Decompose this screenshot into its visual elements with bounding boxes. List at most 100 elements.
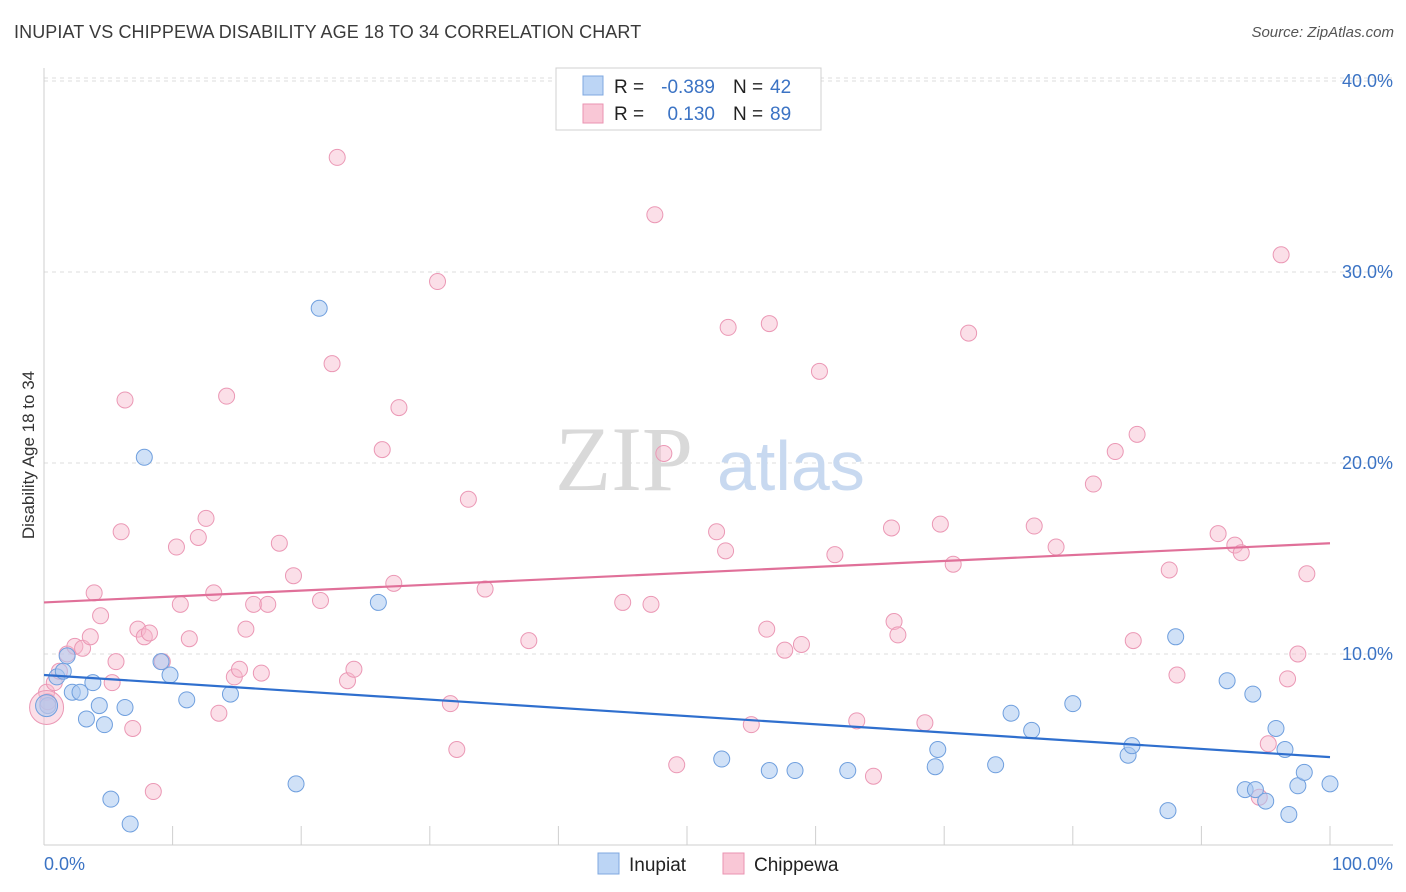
point-chippewa <box>655 444 673 462</box>
point-chippewa <box>1106 443 1124 461</box>
point-inupiat <box>90 697 108 715</box>
x-tick-label-max: 100.0% <box>1332 854 1393 874</box>
point-chippewa <box>708 523 726 541</box>
point-chippewa <box>373 441 391 459</box>
legend-swatch-inupiat <box>582 75 604 96</box>
point-chippewa <box>205 584 223 602</box>
point-inupiat <box>95 716 113 734</box>
point-chippewa <box>1047 538 1065 556</box>
point-inupiat <box>287 775 305 793</box>
point-chippewa <box>889 626 907 644</box>
point-inupiat <box>1002 704 1020 722</box>
point-inupiat <box>121 815 139 833</box>
point-chippewa <box>230 660 248 678</box>
legend-swatch-chippewa <box>582 103 604 124</box>
point-inupiat <box>310 299 328 317</box>
point-chippewa <box>92 607 110 625</box>
point-chippewa <box>210 704 228 722</box>
bottom-legend-label-chippewa: Chippewa <box>754 855 839 876</box>
point-chippewa <box>1124 632 1142 650</box>
point-chippewa <box>385 574 403 592</box>
point-chippewa <box>1168 666 1186 684</box>
point-chippewa <box>245 595 263 613</box>
point-chippewa <box>1025 517 1043 535</box>
bottom-legend-swatch-chippewa <box>722 852 745 875</box>
legend-r-value-chippewa: 0.130 <box>667 104 715 125</box>
point-chippewa <box>931 515 949 533</box>
point-inupiat <box>1244 685 1262 703</box>
point-inupiat <box>1159 802 1177 820</box>
point-chippewa <box>1279 670 1297 688</box>
y-tick-labels: 10.0% 20.0% 30.0% 40.0% <box>1342 71 1393 664</box>
point-chippewa <box>642 595 660 613</box>
point-chippewa <box>944 555 962 573</box>
point-chippewa <box>520 632 538 650</box>
point-chippewa <box>259 595 277 613</box>
point-chippewa <box>1259 735 1277 753</box>
point-chippewa <box>270 534 288 552</box>
point-chippewa <box>144 783 162 801</box>
point-chippewa <box>885 613 903 631</box>
point-chippewa <box>1128 425 1146 443</box>
point-chippewa <box>311 592 329 610</box>
point-chippewa <box>1160 561 1178 579</box>
legend-n-value-chippewa: 89 <box>770 104 791 125</box>
top-legend: R = -0.389 N = 42 R = 0.130 N = 89 <box>555 67 822 131</box>
point-chippewa <box>328 148 346 166</box>
point-inupiat <box>221 685 239 703</box>
legend-r-label-chippewa: R = <box>614 104 644 125</box>
trend-line-inupiat <box>43 673 1331 759</box>
point-chippewa <box>218 387 236 405</box>
point-inupiat <box>1257 792 1275 810</box>
point-chippewa <box>189 528 207 546</box>
grid-lines <box>44 77 1393 655</box>
point-inupiat <box>929 741 947 758</box>
legend-n-value-inupiat: 42 <box>770 77 791 98</box>
point-inupiat <box>839 762 857 780</box>
point-inupiat <box>1295 763 1313 781</box>
point-chippewa <box>448 741 466 758</box>
point-chippewa <box>646 206 664 224</box>
point-inupiat <box>369 593 387 611</box>
source-label: Source: ZipAtlas.com <box>1251 24 1394 41</box>
y-tick-label: 40.0% <box>1342 71 1393 91</box>
point-chippewa <box>197 509 215 527</box>
point-chippewa <box>167 538 185 556</box>
axes <box>43 68 1393 846</box>
point-inupiat <box>1218 672 1236 690</box>
bottom-legend: Inupiat Chippewa <box>597 852 839 876</box>
point-chippewa <box>776 641 794 659</box>
point-inupiat <box>1280 805 1298 823</box>
point-chippewa <box>864 767 882 785</box>
point-inupiat <box>926 758 944 776</box>
point-chippewa <box>719 318 737 336</box>
point-chippewa <box>171 595 189 613</box>
point-chippewa <box>103 674 121 692</box>
point-inupiat <box>152 653 170 671</box>
point-chippewa <box>1209 525 1227 543</box>
x-tick-label-min: 0.0% <box>44 854 85 874</box>
watermark-atlas: atlas <box>717 427 865 505</box>
chart-title: INUPIAT VS CHIPPEWA DISABILITY AGE 18 TO… <box>14 22 642 42</box>
point-inupiat <box>1023 721 1041 739</box>
y-tick-label: 30.0% <box>1342 262 1393 282</box>
point-chippewa <box>614 593 632 611</box>
point-inupiat <box>987 756 1005 774</box>
point-inupiat <box>1167 628 1185 646</box>
point-chippewa <box>760 315 778 333</box>
point-inupiat <box>1246 781 1264 799</box>
point-inupiat <box>161 666 179 684</box>
point-chippewa <box>140 624 158 642</box>
point-chippewa <box>345 660 363 678</box>
point-chippewa <box>1289 645 1307 663</box>
point-chippewa <box>429 273 447 291</box>
legend-r-label-inupiat: R = <box>614 77 644 98</box>
point-chippewa <box>252 664 270 682</box>
point-chippewa <box>882 519 900 537</box>
trend-line-chippewa <box>43 542 1331 604</box>
point-chippewa <box>810 362 828 380</box>
bottom-legend-label-inupiat: Inupiat <box>629 855 687 876</box>
point-chippewa <box>459 490 477 508</box>
y-axis-label: Disability Age 18 to 34 <box>19 371 38 539</box>
point-chippewa <box>1084 475 1102 493</box>
